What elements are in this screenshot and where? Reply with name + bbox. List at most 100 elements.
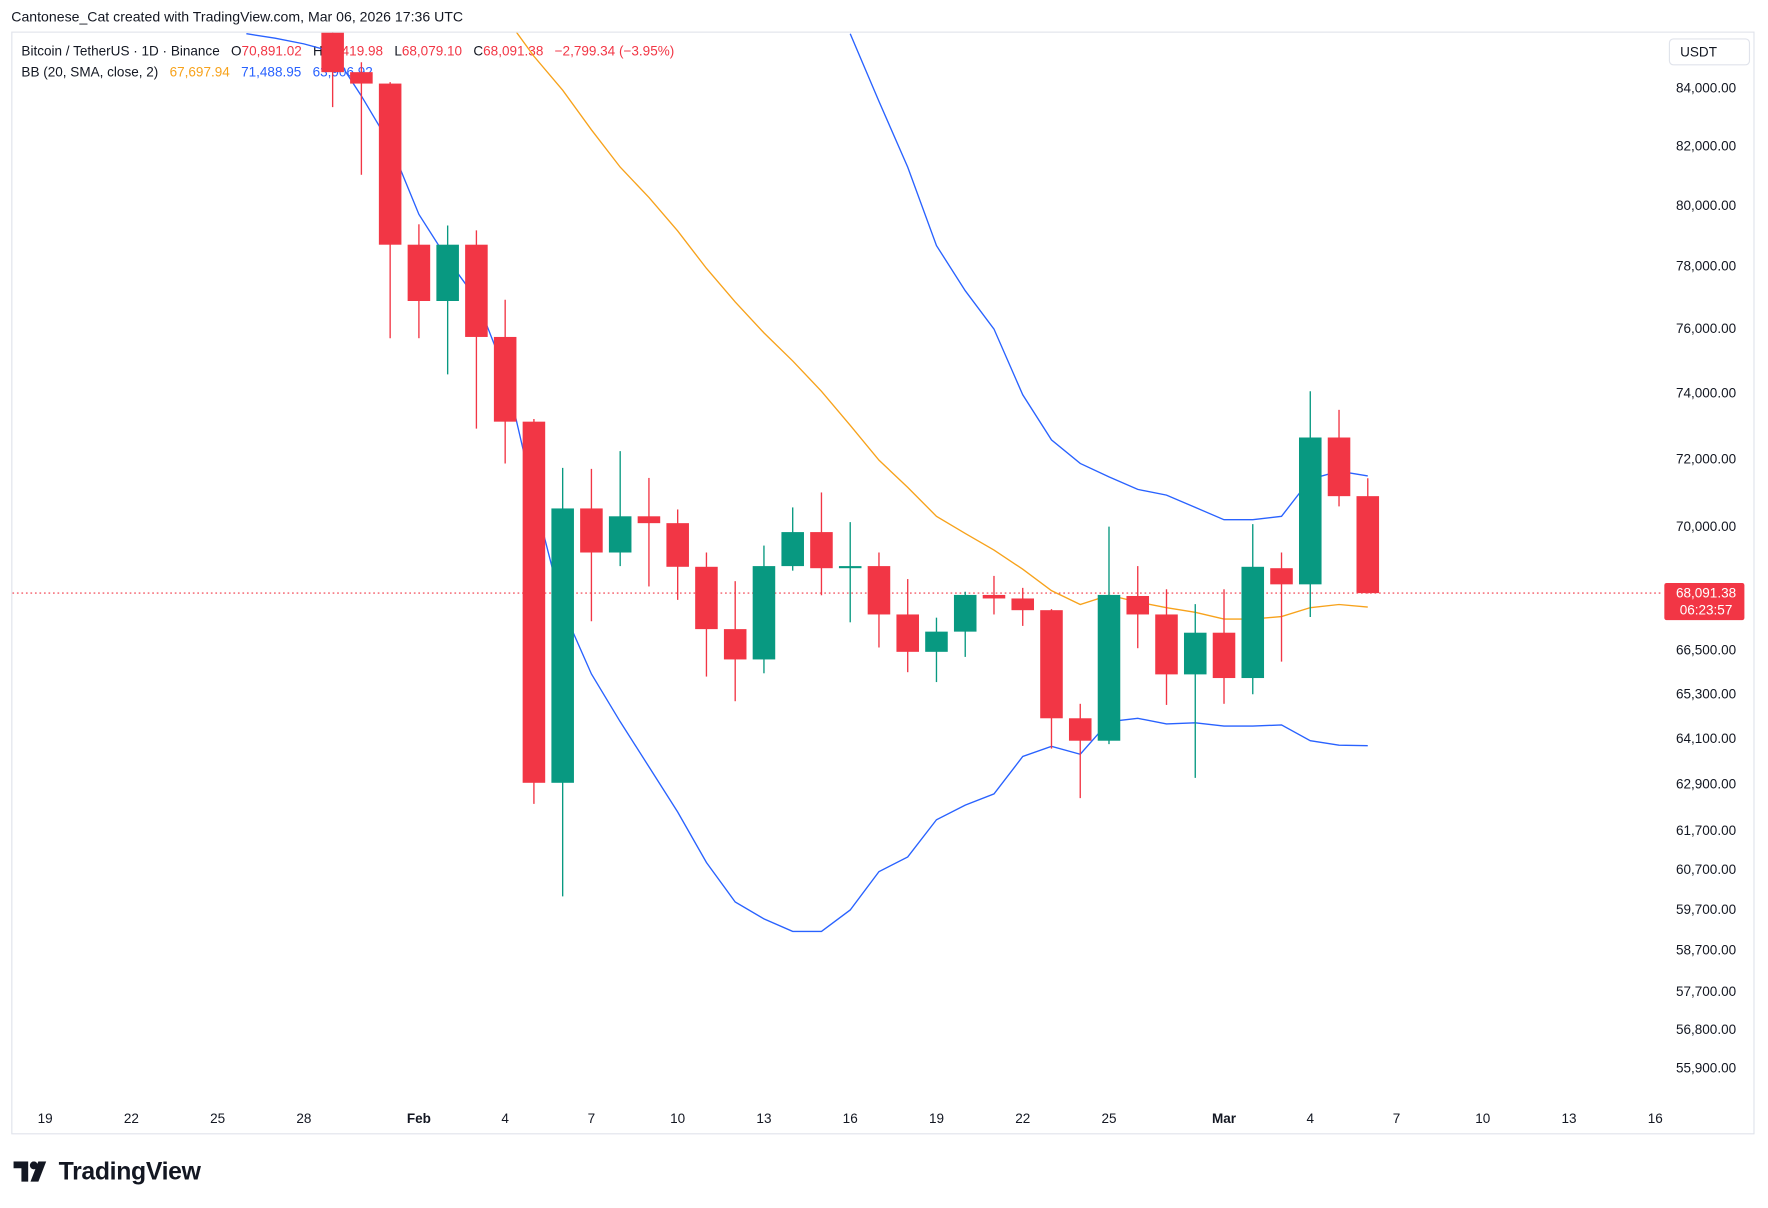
candle — [1183, 604, 1207, 778]
candle — [1126, 566, 1150, 649]
bb-basis-value: 67,697.94 — [169, 64, 230, 81]
y-tick-label: 62,900.00 — [1676, 776, 1736, 791]
candle — [953, 591, 977, 657]
low-value: 68,079.10 — [401, 42, 463, 59]
candle — [378, 82, 402, 339]
indicator-legend: BB (20, SMA, close, 2) 67,697.94 71,488.… — [21, 64, 372, 80]
candle-body — [493, 336, 517, 422]
y-tick-label: 70,000.00 — [1676, 519, 1736, 534]
candle — [810, 492, 833, 596]
candle — [867, 552, 891, 648]
x-tick-label: 19 — [38, 1111, 53, 1126]
candle-body — [1356, 496, 1380, 594]
y-tick-label: 55,900.00 — [1676, 1060, 1736, 1075]
candle — [1097, 526, 1121, 745]
candle-body — [1155, 614, 1178, 675]
candle-body — [1011, 598, 1035, 611]
candle-body — [1183, 632, 1207, 675]
open-label: O — [231, 42, 242, 59]
x-tick-label: Feb — [407, 1111, 431, 1126]
symbol-legend: Bitcoin / TetherUS · 1D · Binance O70,89… — [21, 43, 674, 59]
candle — [1212, 589, 1236, 704]
x-tick-label: 22 — [124, 1111, 139, 1126]
bb-basis-line — [515, 32, 1368, 620]
candle — [1040, 609, 1063, 749]
candle-body — [810, 532, 833, 569]
tradingview-logo[interactable]: TradingView — [13, 1156, 201, 1186]
candle-body — [637, 516, 661, 524]
y-tick-label: 65,300.00 — [1676, 686, 1736, 701]
candle — [350, 62, 373, 175]
candle — [493, 299, 517, 464]
open-value: 70,891.02 — [241, 42, 302, 59]
y-tick-label: 60,700.00 — [1676, 862, 1736, 877]
candle — [608, 451, 632, 567]
x-tick-label: 4 — [501, 1111, 509, 1126]
change-value: −2,799.34 (−3.95%) — [554, 42, 675, 59]
close-label: C — [473, 42, 484, 59]
symbol-name[interactable]: Bitcoin / TetherUS · 1D · Binance — [21, 42, 220, 59]
candle-body — [896, 614, 919, 652]
last-price-label: 68,091.38 — [1676, 586, 1736, 601]
candle-body — [867, 566, 891, 615]
credit-line: Cantonese_Cat created with TradingView.c… — [11, 9, 464, 25]
candle — [752, 545, 776, 674]
x-tick-label: 16 — [843, 1111, 858, 1126]
candle-body — [1126, 595, 1150, 615]
candle — [838, 522, 862, 623]
candle-body — [465, 244, 488, 337]
close-value: 68,091.38 — [483, 42, 544, 59]
bb-lower-line — [246, 33, 1368, 933]
x-tick-label: 13 — [1562, 1111, 1577, 1126]
candle — [1327, 409, 1351, 507]
candle-body — [695, 566, 718, 630]
candle — [1298, 391, 1322, 617]
tradingview-brand: TradingView — [58, 1156, 201, 1186]
candle — [465, 230, 488, 429]
candle-body — [1040, 610, 1063, 719]
bb-upper-value: 71,488.95 — [241, 64, 302, 81]
candle-body — [1212, 632, 1236, 679]
candle-body — [752, 566, 776, 660]
y-tick-label: 57,700.00 — [1676, 984, 1736, 999]
bb-upper-line — [849, 33, 1368, 521]
low-label: L — [394, 42, 402, 59]
x-tick-label: 22 — [1015, 1111, 1030, 1126]
candle-body — [1241, 566, 1265, 679]
y-tick-label: 72,000.00 — [1676, 451, 1736, 466]
bb-label[interactable]: BB (20, SMA, close, 2) — [21, 64, 159, 81]
candle — [551, 467, 574, 897]
candle — [1270, 552, 1293, 662]
x-tick-label: 10 — [1475, 1111, 1490, 1126]
candle — [1068, 703, 1092, 799]
y-tick-label: 64,100.00 — [1676, 731, 1736, 746]
x-tick-label: 10 — [670, 1111, 685, 1126]
x-tick-label: 7 — [1393, 1111, 1401, 1126]
candle — [1241, 524, 1265, 695]
candle — [1155, 589, 1178, 705]
candle-body — [407, 244, 431, 301]
x-tick-label: 13 — [756, 1111, 771, 1126]
candle — [925, 617, 948, 683]
bar-countdown-label: 06:23:57 — [1680, 603, 1733, 618]
chart-frame — [11, 31, 1755, 1135]
candle-body — [321, 32, 344, 73]
candle-body — [1327, 437, 1351, 497]
candle — [666, 509, 689, 600]
candle — [580, 468, 603, 622]
candle — [723, 581, 747, 702]
tradingview-logo-icon — [13, 1161, 47, 1182]
candle-body — [551, 508, 574, 783]
currency-button[interactable]: USDT — [1668, 38, 1751, 66]
candle — [1356, 478, 1380, 594]
y-tick-label: 76,000.00 — [1676, 321, 1736, 336]
x-tick-label: Mar — [1212, 1111, 1237, 1126]
candle-body — [781, 532, 804, 567]
y-tick-label: 66,500.00 — [1676, 643, 1736, 658]
y-tick-label: 80,000.00 — [1676, 198, 1736, 213]
candle-body — [1068, 718, 1092, 741]
candle — [522, 419, 546, 804]
candle-body — [436, 244, 459, 301]
candle — [1011, 587, 1035, 626]
